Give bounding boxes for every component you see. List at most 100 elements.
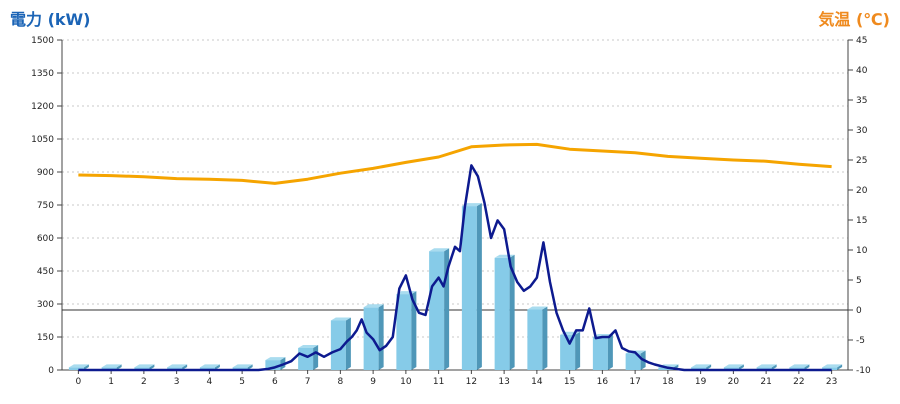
bar [658, 367, 674, 370]
bar [330, 320, 346, 370]
bar-top [527, 306, 548, 310]
bar [494, 257, 510, 370]
bar-side [214, 364, 220, 370]
right-tick-label: 0 [856, 306, 862, 316]
bar [723, 367, 739, 370]
x-tick-label: 17 [629, 377, 640, 387]
bar [429, 251, 445, 370]
left-tick-label: 1500 [31, 36, 54, 46]
bar-side [182, 364, 188, 370]
bar-top [134, 364, 155, 368]
left-tick-label: 1050 [31, 135, 54, 145]
bar-top [429, 248, 450, 252]
bar-top [691, 364, 712, 368]
right-tick-label: 45 [856, 36, 867, 46]
bar [461, 206, 477, 370]
bar [167, 367, 183, 370]
left-tick-label: 600 [37, 234, 54, 244]
bar-side [738, 364, 744, 370]
left-tick-label: 150 [37, 333, 54, 343]
right-tick-label: 40 [856, 66, 868, 76]
bar-side [771, 364, 777, 370]
bar [560, 334, 576, 370]
x-tick-label: 12 [466, 377, 477, 387]
bar-side [607, 334, 613, 370]
bar [68, 367, 84, 370]
left-tick-label: 450 [37, 267, 54, 277]
left-tick-label: 900 [37, 168, 54, 178]
bar-top [265, 357, 286, 361]
bar [691, 367, 707, 370]
left-tick-label: 300 [37, 300, 54, 310]
bar-side [542, 306, 548, 370]
bar [789, 367, 805, 370]
bar-top [363, 304, 384, 308]
x-tick-label: 9 [370, 377, 376, 387]
bar-side [575, 331, 581, 370]
x-tick-label: 16 [597, 377, 609, 387]
bar-side [837, 364, 843, 370]
bar-top [461, 203, 482, 207]
right-tick-label: -10 [856, 366, 871, 376]
x-tick-label: 2 [141, 377, 147, 387]
right-tick-label: 35 [856, 96, 867, 106]
x-tick-label: 3 [174, 377, 180, 387]
bar-side [345, 317, 351, 370]
bar [232, 367, 248, 370]
bar [199, 367, 215, 370]
bar [396, 294, 412, 370]
right-tick-label: 30 [856, 126, 868, 136]
bar [592, 337, 608, 370]
temperature-line [78, 142, 832, 185]
bar-top [822, 364, 843, 368]
bar-side [804, 364, 810, 370]
bar-side [509, 254, 515, 370]
x-tick-label: 15 [564, 377, 575, 387]
right-tick-label: 20 [856, 186, 868, 196]
bar-top [723, 364, 744, 368]
bar-top [68, 364, 89, 368]
bar [625, 353, 641, 370]
x-tick-label: 20 [728, 377, 740, 387]
bar [265, 360, 281, 370]
right-tick-label: -5 [856, 336, 865, 346]
bar-top [756, 364, 777, 368]
x-tick-label: 14 [531, 377, 543, 387]
bar-top [101, 364, 122, 368]
left-tick-label: 0 [48, 366, 54, 376]
left-tick-label: 750 [37, 201, 54, 211]
bar [298, 348, 314, 370]
left-axis-title: 電力 (kW) [10, 10, 91, 29]
right-tick-label: 5 [856, 276, 862, 286]
bar-top [167, 364, 188, 368]
left-tick-label: 1200 [31, 102, 54, 112]
bar-side [149, 364, 155, 370]
bar [822, 367, 838, 370]
bar [134, 367, 150, 370]
bar-top [789, 364, 810, 368]
left-tick-label: 1350 [31, 69, 54, 79]
bar-side [83, 364, 89, 370]
x-tick-label: 4 [207, 377, 213, 387]
bar-side [116, 364, 122, 370]
x-tick-label: 5 [239, 377, 245, 387]
x-tick-label: 6 [272, 377, 278, 387]
x-tick-label: 0 [76, 377, 82, 387]
x-tick-label: 18 [662, 377, 674, 387]
x-tick-label: 21 [760, 377, 771, 387]
right-axis-title: 気温 (℃) [818, 10, 890, 29]
bar [756, 367, 772, 370]
bar-side [411, 291, 417, 370]
x-tick-label: 1 [108, 377, 114, 387]
bar-side [247, 364, 253, 370]
x-tick-label: 11 [433, 377, 444, 387]
bar [101, 367, 117, 370]
bar-side [313, 345, 319, 370]
bar-side [378, 304, 384, 370]
right-tick-label: 15 [856, 216, 867, 226]
bar-top [298, 345, 319, 348]
bar-side [476, 203, 482, 370]
right-tick-label: 25 [856, 156, 867, 166]
bar-top [330, 317, 351, 321]
